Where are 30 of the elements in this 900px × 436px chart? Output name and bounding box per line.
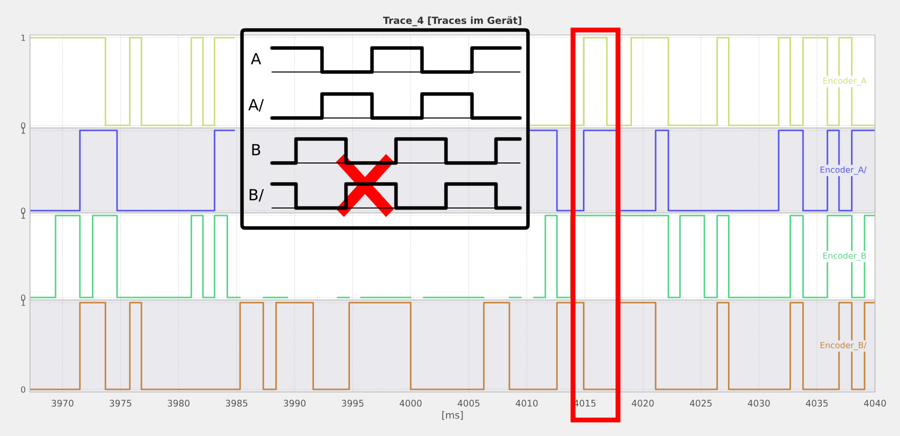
x-tick-label: 4020 — [632, 400, 654, 407]
y-tick-label: 0 — [21, 386, 26, 393]
y-tick-label: 0 — [21, 208, 26, 214]
annotation: A — [250, 53, 262, 64]
chart-title: Trace_4 [Traces im Gerät] — [383, 16, 522, 26]
series-label: Encoder_A/ — [820, 166, 867, 175]
y-tick-label: 1 — [21, 34, 26, 41]
annotation: B — [252, 144, 260, 156]
series-label: Encoder_B/ — [820, 342, 867, 350]
x-tick-label: 4005 — [458, 400, 480, 407]
series-label: Encoder_B — [823, 252, 866, 261]
x-tick-label: 4025 — [690, 400, 712, 407]
x-tick-label: 4010 — [516, 400, 538, 407]
y-tick-label: 0 — [21, 122, 26, 129]
x-tick-label: 3975 — [110, 400, 132, 407]
x-tick-label: 3995 — [342, 400, 364, 407]
y-tick-label: 1 — [21, 212, 26, 219]
annotation: A/ — [248, 99, 264, 112]
y-tick-label: 1 — [21, 300, 26, 306]
x-tick-label: 3980 — [168, 400, 190, 407]
series-label: Encoder_A — [823, 77, 866, 86]
x-tick-label: 4000 — [400, 400, 422, 407]
annotation: B/ — [250, 189, 264, 202]
x-tick-label: 4040 — [864, 400, 886, 407]
x-tick-label: 3985 — [226, 400, 248, 407]
x-axis-title: [ms] — [442, 411, 463, 420]
x-tick-label: 3990 — [284, 400, 306, 407]
x-tick-label: 4030 — [748, 400, 770, 407]
x-tick-label: 3970 — [52, 400, 74, 407]
x-tick-label: 4035 — [806, 400, 828, 407]
